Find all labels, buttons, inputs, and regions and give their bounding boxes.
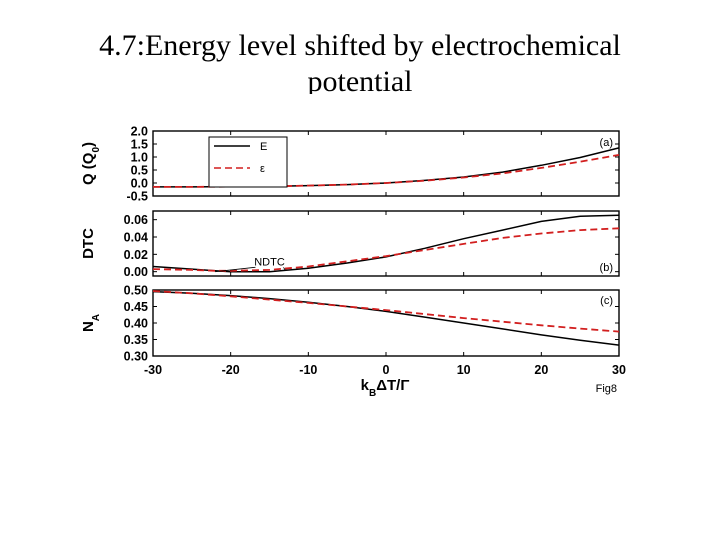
panel-label: (a) — [600, 137, 613, 149]
panel-b: 0.00 0.02 0.04 0.06 DTC (b) NDTC — [80, 210, 620, 279]
x-tick-label: 10 — [457, 363, 471, 377]
annotation-label: NDTC — [254, 256, 285, 268]
legend-box — [208, 136, 288, 188]
y-tick-label: 0.35 — [124, 333, 148, 347]
slide-title-line-2: potential — [307, 65, 413, 94]
y-tick-label: -0.5 — [126, 190, 148, 204]
legend-label: ε — [260, 163, 265, 175]
y-tick-label: 0.04 — [124, 231, 148, 245]
y-tick-label: 0.50 — [124, 284, 148, 298]
series-line-solid — [152, 214, 620, 273]
legend-label: E — [260, 141, 267, 153]
x-tick-label: -20 — [222, 363, 240, 377]
x-tick-label: 20 — [534, 363, 548, 377]
figure-label: Fig8 — [596, 383, 617, 395]
y-tick-label: 0.06 — [124, 213, 148, 227]
y-tick-label: 0.0 — [131, 177, 148, 191]
series-line-dashed — [152, 227, 620, 272]
x-tick-label: -30 — [144, 363, 162, 377]
panel-label: (b) — [600, 262, 613, 274]
y-axis-label: NA — [80, 314, 102, 332]
y-tick-label: 0.30 — [124, 350, 148, 364]
y-tick-label: 0.00 — [124, 265, 148, 279]
panel-c: -30 -20 -10 0 10 20 30 0.30 0.35 0.40 0.45 0.50 NA (c… — [80, 284, 626, 378]
y-tick-label: 0.5 — [131, 164, 148, 178]
y-tick-label: 2.0 — [131, 125, 148, 139]
series-line-solid — [152, 290, 620, 346]
panel-label: (c) — [600, 295, 613, 307]
x-axis-label: kBΔT/Γ — [361, 377, 410, 399]
y-tick-label: 0.02 — [124, 248, 148, 262]
annotation-arrow — [215, 266, 256, 273]
slide-title: 4.7:Energy level shifted by electrochemi… — [0, 28, 720, 94]
y-tick-label: 0.45 — [124, 300, 148, 314]
annotation-arrow — [283, 267, 286, 271]
x-tick-label: 30 — [612, 363, 626, 377]
x-tick-label: -10 — [299, 363, 317, 377]
panel-a: -0.50.00.51.01.52.0 Q (Q0) (a) Eε — [80, 125, 620, 204]
plot-frame — [152, 289, 620, 357]
y-tick-label: 1.0 — [131, 151, 148, 165]
y-tick-label: 0.40 — [124, 317, 148, 331]
series-line-dashed — [152, 290, 620, 333]
slide-title-line-1: 4.7:Energy level shifted by electrochemi… — [99, 29, 621, 62]
y-axis-label: Q (Q0) — [80, 142, 102, 185]
y-axis-label: DTC — [80, 228, 97, 259]
x-tick-label: 0 — [383, 363, 390, 377]
y-tick-label: 1.5 — [131, 138, 148, 152]
legend: Eε — [208, 136, 288, 188]
